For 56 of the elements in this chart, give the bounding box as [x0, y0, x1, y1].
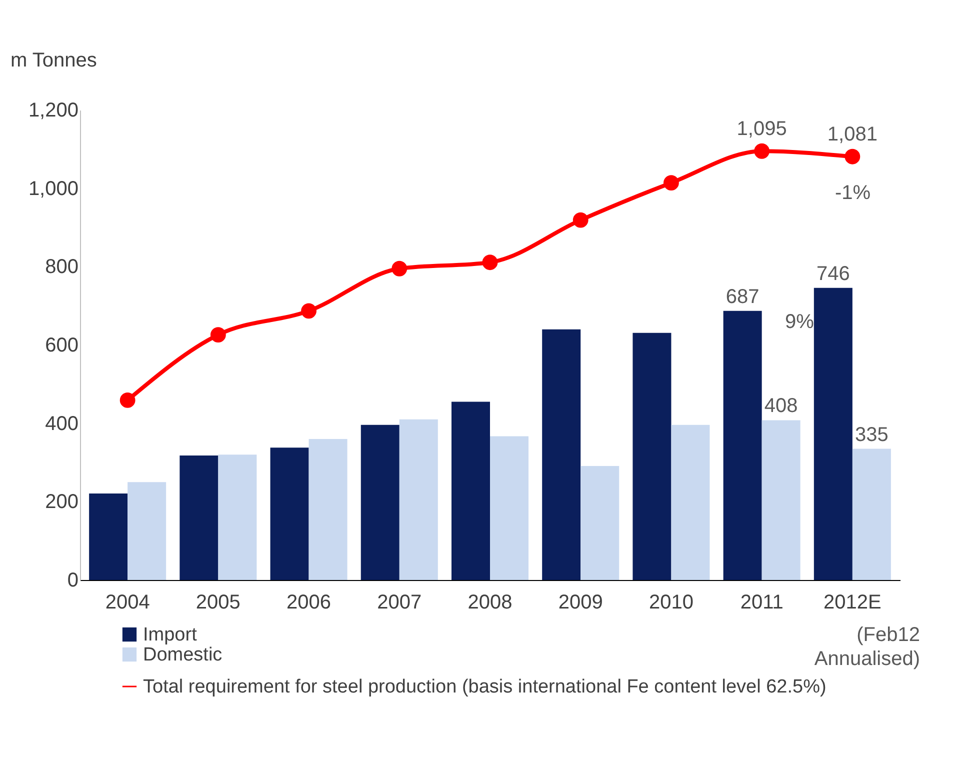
bar: [128, 482, 166, 580]
data-label: 1,081: [827, 124, 878, 146]
point: [120, 392, 136, 408]
text: (Feb12 Annualised): [814, 624, 920, 670]
legend-label: Total requirement for steel production (basis international Fe content level 62.5%): [143, 676, 826, 698]
bar: [399, 419, 438, 580]
x-tick-label: 2009: [558, 592, 603, 614]
bar: [218, 454, 257, 580]
y-tick-label: 400: [45, 412, 78, 435]
y-tick-label: 200: [45, 491, 78, 514]
y-axis-title: m Tonnes: [10, 50, 97, 72]
bar: [89, 493, 128, 580]
point: [664, 175, 679, 191]
legend-label: Import: [143, 624, 198, 646]
point: [392, 260, 408, 276]
x-tick-label: 2012E: [824, 592, 882, 614]
x-tick-label: 2004: [105, 592, 150, 614]
point: [210, 327, 226, 343]
data-label: 1,095: [736, 118, 787, 140]
bar: [671, 424, 710, 580]
y-tick-label: 600: [45, 334, 78, 356]
x-tick-label: 2011: [740, 592, 784, 614]
bar: [451, 402, 490, 580]
point: [301, 303, 316, 319]
point: [572, 212, 588, 228]
data-label: 335: [855, 424, 888, 446]
bar: [270, 448, 309, 580]
x-tick-label: 2007: [377, 592, 422, 614]
bar: [308, 439, 348, 580]
y-tick-label: 1,200: [28, 100, 78, 122]
legend-label: Domestic: [143, 644, 222, 666]
bar: [360, 424, 400, 580]
point: [844, 148, 860, 164]
x-tick-label: 2005: [196, 592, 240, 614]
annotation: 9%: [785, 311, 814, 334]
point: [482, 254, 498, 270]
bar: [580, 466, 620, 580]
bar: [814, 288, 852, 580]
bar: [490, 436, 529, 580]
data-label: 746: [816, 262, 850, 285]
annotation: -1%: [835, 182, 871, 204]
x-tick-label: 2006: [286, 592, 332, 614]
data-label: 408: [764, 395, 798, 418]
y-tick-label: 800: [45, 256, 78, 278]
bar: [762, 420, 800, 580]
data-label: 687: [726, 286, 760, 308]
bar: [632, 332, 672, 580]
bar: [723, 310, 762, 580]
point: [754, 143, 770, 159]
y-tick-label: 1,000: [28, 178, 78, 200]
y-tick-label: 0: [67, 570, 78, 592]
x-tick-label: 2010: [648, 592, 694, 614]
bar: [180, 455, 218, 580]
bar: [542, 329, 581, 580]
bar: [852, 448, 891, 580]
x-tick-label: 2008: [468, 592, 512, 614]
